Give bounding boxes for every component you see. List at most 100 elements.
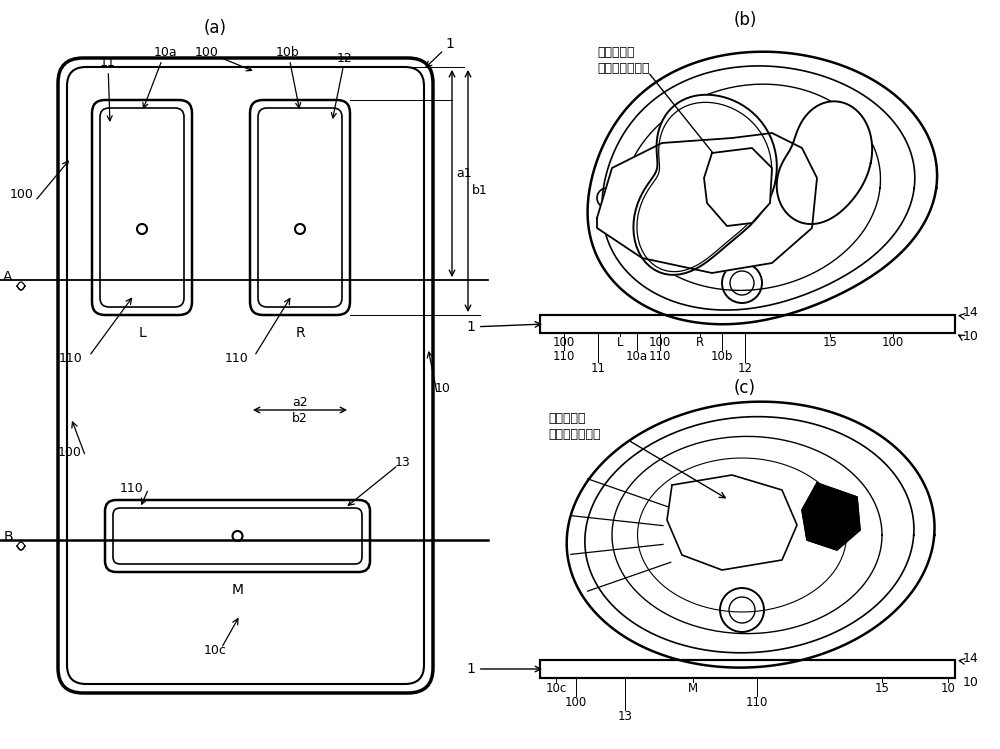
Text: 100: 100 xyxy=(553,336,575,348)
Text: 100: 100 xyxy=(882,336,904,348)
Text: 13: 13 xyxy=(618,709,632,723)
Circle shape xyxy=(725,171,735,181)
Bar xyxy=(540,315,955,333)
Text: 110: 110 xyxy=(649,350,671,363)
Text: 110: 110 xyxy=(58,351,82,365)
Bar xyxy=(609,315,644,333)
Text: 100: 100 xyxy=(58,446,82,458)
Text: 110: 110 xyxy=(224,351,248,365)
Bar xyxy=(713,315,748,333)
Circle shape xyxy=(729,537,755,563)
Bar xyxy=(575,660,609,678)
Circle shape xyxy=(741,512,753,524)
Text: 100: 100 xyxy=(565,696,587,709)
Text: 100: 100 xyxy=(649,336,671,348)
Bar xyxy=(644,660,678,678)
Circle shape xyxy=(597,188,617,208)
Bar xyxy=(851,315,886,333)
FancyBboxPatch shape xyxy=(58,58,433,693)
Text: 腹部大动脉: 腹部大动脉 xyxy=(548,411,586,425)
Circle shape xyxy=(745,168,755,178)
Text: 1: 1 xyxy=(466,320,541,334)
Bar xyxy=(782,660,817,678)
Text: 12: 12 xyxy=(738,362,753,374)
Bar xyxy=(886,315,920,333)
Polygon shape xyxy=(633,95,777,275)
Bar xyxy=(782,315,817,333)
Text: 14: 14 xyxy=(963,306,979,320)
Circle shape xyxy=(295,224,305,234)
Polygon shape xyxy=(597,133,817,273)
Text: （下行大动脉）: （下行大动脉） xyxy=(548,428,600,440)
Bar xyxy=(575,315,609,333)
Text: 10: 10 xyxy=(435,381,451,395)
Text: A: A xyxy=(3,270,13,284)
Text: 10a: 10a xyxy=(143,46,177,108)
Bar xyxy=(540,315,955,333)
Text: 11: 11 xyxy=(590,362,606,374)
Text: L: L xyxy=(617,336,623,348)
Text: （下行大动脉）: （下行大动脉） xyxy=(597,61,650,74)
Circle shape xyxy=(832,120,852,140)
Text: 110: 110 xyxy=(553,350,575,363)
Bar xyxy=(817,315,851,333)
Text: M: M xyxy=(232,583,244,597)
Text: 10: 10 xyxy=(941,682,955,694)
Bar xyxy=(920,315,955,333)
FancyBboxPatch shape xyxy=(105,500,370,572)
Bar xyxy=(678,315,713,333)
Text: 110: 110 xyxy=(120,482,144,494)
Circle shape xyxy=(711,227,737,253)
Circle shape xyxy=(232,531,242,541)
Text: 100: 100 xyxy=(195,46,252,71)
Text: B: B xyxy=(3,530,13,544)
Text: (b): (b) xyxy=(733,11,757,29)
Bar xyxy=(678,660,713,678)
Polygon shape xyxy=(802,483,860,550)
Text: 110: 110 xyxy=(746,696,768,709)
Text: (c): (c) xyxy=(734,379,756,397)
Text: L: L xyxy=(138,326,146,340)
FancyBboxPatch shape xyxy=(92,100,192,315)
Text: a1: a1 xyxy=(456,167,472,180)
Bar xyxy=(748,660,782,678)
Bar xyxy=(540,660,955,678)
Polygon shape xyxy=(777,101,872,224)
Bar xyxy=(886,660,920,678)
Bar xyxy=(609,660,644,678)
Text: 15: 15 xyxy=(875,682,889,694)
Text: 10c: 10c xyxy=(204,643,226,657)
Bar xyxy=(540,660,955,678)
Text: b1: b1 xyxy=(472,184,488,198)
Circle shape xyxy=(740,493,758,511)
Bar xyxy=(851,660,886,678)
Circle shape xyxy=(714,497,740,523)
Circle shape xyxy=(719,502,735,518)
Text: 1: 1 xyxy=(466,662,541,676)
Text: 12: 12 xyxy=(331,52,353,118)
Bar xyxy=(540,660,575,678)
Text: 14: 14 xyxy=(963,652,979,664)
Text: 10: 10 xyxy=(963,676,979,688)
Text: 1: 1 xyxy=(426,37,454,67)
Text: a2: a2 xyxy=(292,395,308,408)
Bar xyxy=(817,660,851,678)
Text: 10: 10 xyxy=(963,330,979,344)
Text: R: R xyxy=(295,326,305,340)
Text: b2: b2 xyxy=(292,411,308,425)
Text: 13: 13 xyxy=(395,455,411,469)
Text: 10c: 10c xyxy=(545,682,567,694)
Circle shape xyxy=(137,224,147,234)
Bar xyxy=(540,315,575,333)
Circle shape xyxy=(731,188,747,204)
Circle shape xyxy=(751,176,767,192)
Text: 15: 15 xyxy=(823,336,837,348)
Circle shape xyxy=(751,194,763,206)
Text: 100: 100 xyxy=(10,189,34,201)
Bar xyxy=(644,315,678,333)
Bar xyxy=(748,315,782,333)
Bar xyxy=(713,660,748,678)
Circle shape xyxy=(726,183,752,209)
Text: 10a: 10a xyxy=(626,350,648,363)
FancyBboxPatch shape xyxy=(250,100,350,315)
